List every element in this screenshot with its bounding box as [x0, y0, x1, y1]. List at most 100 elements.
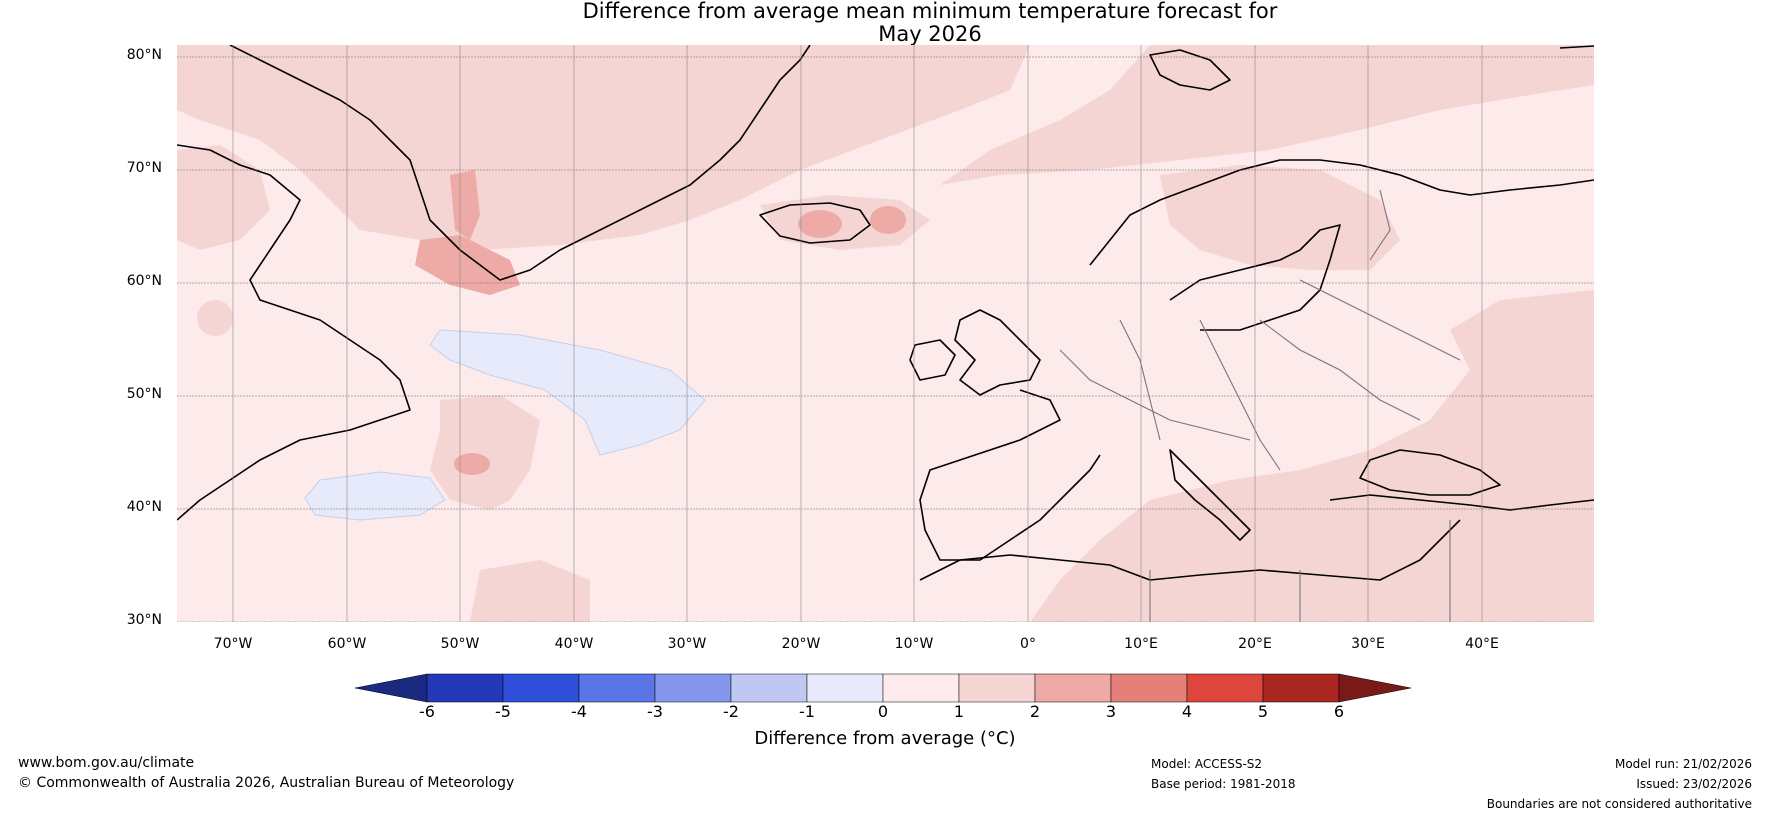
north-africa-coast: [919, 519, 1461, 581]
colorbar-tick-label: 6: [1333, 702, 1345, 721]
colorbar-bin: [1186, 673, 1264, 703]
model-run-text: Model run: 21/02/2026: [1614, 757, 1752, 771]
greenland-coast-region: [450, 170, 480, 240]
small-warm-patch: [197, 300, 233, 336]
black-sea-coast: [1359, 449, 1501, 496]
novaya-coast: [1559, 45, 1594, 49]
labrador-warm-patch: [177, 145, 270, 250]
lon-label-10e: 10°E: [1124, 636, 1158, 652]
lon-label-40w: 40°W: [554, 636, 594, 652]
colorbar-bin: [502, 673, 580, 703]
colorbar-tick-label: 5: [1257, 702, 1269, 721]
anomaly-neg1-0-regions: [304, 329, 706, 521]
website-link[interactable]: www.bom.gov.au/climate: [18, 755, 195, 771]
issued-text: Issued: 23/02/2026: [1636, 777, 1752, 791]
map-title: Difference from average mean minimum tem…: [430, 0, 1430, 46]
azores-cool-region: [304, 471, 446, 521]
lat-label-60n: 60°N: [126, 273, 162, 289]
arctic-band-region: [940, 45, 1594, 185]
iceland-hot-spot: [798, 210, 842, 238]
boundary-line: [1059, 349, 1251, 441]
colorbar-tick-label: -5: [495, 702, 511, 721]
colorbar-bin: [1110, 673, 1188, 703]
southeast-greenland-region: [415, 235, 520, 295]
subtropic-warm-patch: [470, 560, 590, 622]
colorbar-extend-low: [354, 673, 428, 703]
baltic-coast: [1169, 224, 1341, 331]
lon-label-60w: 60°W: [327, 636, 367, 652]
coastlines: [177, 45, 1594, 581]
colorbar-bin: [958, 673, 1036, 703]
colorbar-tick-label: 2: [1029, 702, 1041, 721]
svalbard-coast: [1149, 49, 1231, 91]
colorbar-extend-high: [1338, 673, 1412, 703]
lon-label-20w: 20°W: [781, 636, 821, 652]
atlantic-hot-spot: [454, 453, 490, 475]
lat-label-50n: 50°N: [126, 386, 162, 402]
boundary-line: [1299, 279, 1461, 361]
colorbar-bin: [730, 673, 808, 703]
base-period-text: Base period: 1981-2018: [1151, 777, 1296, 791]
colorbar-tick-label: 3: [1105, 702, 1117, 721]
lon-label-30w: 30°W: [667, 636, 707, 652]
boundary-line: [1259, 319, 1421, 421]
colorbar: [354, 673, 1412, 703]
boundary-line: [1119, 319, 1161, 441]
lat-label-40n: 40°N: [126, 499, 162, 515]
uk-coast: [954, 309, 1041, 396]
east-europe-region: [1030, 290, 1594, 622]
colorbar-label: Difference from average (°C): [754, 728, 1016, 749]
title-line-2: May 2026: [878, 22, 982, 46]
faroes-hot-spot: [870, 206, 906, 234]
lon-label-20e: 20°E: [1238, 636, 1272, 652]
greenland-warm-region: [177, 45, 1030, 250]
anomaly-2-3-regions: [415, 170, 906, 475]
colorbar-tick-label: -2: [723, 702, 739, 721]
boundary-line: [1199, 319, 1281, 471]
norway-coast: [1089, 159, 1594, 266]
italy-coast: [1169, 449, 1251, 541]
lon-label-0: 0°: [1020, 636, 1036, 652]
colorbar-tick-label: -4: [571, 702, 587, 721]
lon-label-30e: 30°E: [1351, 636, 1385, 652]
boundary-line: [1369, 189, 1391, 261]
lat-label-80n: 80°N: [126, 47, 162, 63]
greenland-coast: [229, 45, 811, 281]
colorbar-bin: [654, 673, 732, 703]
anomaly-1-2-regions: [177, 45, 1594, 622]
colorbar-bin: [882, 673, 960, 703]
disclaimer-text: Boundaries are not considered authoritat…: [1486, 797, 1752, 811]
colorbar-tick-label: -3: [647, 702, 663, 721]
ireland-coast: [909, 339, 956, 381]
lon-label-10w: 10°W: [894, 636, 934, 652]
colorbar-bin: [806, 673, 884, 703]
colorbar-tick-label: 4: [1181, 702, 1193, 721]
title-line-1: Difference from average mean minimum tem…: [582, 0, 1278, 23]
iberia-coast: [919, 389, 1101, 561]
colorbar-tick-label: 0: [877, 702, 889, 721]
lat-label-30n: 30°N: [126, 612, 162, 628]
colorbar-bin: [578, 673, 656, 703]
lon-label-50w: 50°W: [440, 636, 480, 652]
copyright-text: © Commonwealth of Australia 2026, Austra…: [18, 775, 515, 791]
model-text: Model: ACCESS-S2: [1151, 757, 1263, 771]
iceland-coast: [759, 202, 871, 244]
colorbar-bin: [426, 673, 504, 703]
longitude-gridlines: [232, 45, 1483, 622]
lon-label-70w: 70°W: [213, 636, 253, 652]
turkey-coast: [1329, 494, 1594, 511]
lon-label-40e: 40°E: [1465, 636, 1499, 652]
canada-coast: [177, 144, 411, 521]
lat-label-70n: 70°N: [126, 160, 162, 176]
colorbar-tick-label: -6: [419, 702, 435, 721]
colorbar-bin: [1262, 673, 1340, 703]
latitude-gridlines: [177, 56, 1594, 622]
colorbar-tick-label: 1: [953, 702, 965, 721]
scandinavia-region: [1160, 165, 1400, 270]
atlantic-warm-patch: [430, 395, 540, 510]
colorbar-bin: [1034, 673, 1112, 703]
colorbar-tick-label: -1: [799, 702, 815, 721]
country-boundaries: [1059, 189, 1461, 622]
atlantic-cool-region: [429, 329, 706, 456]
